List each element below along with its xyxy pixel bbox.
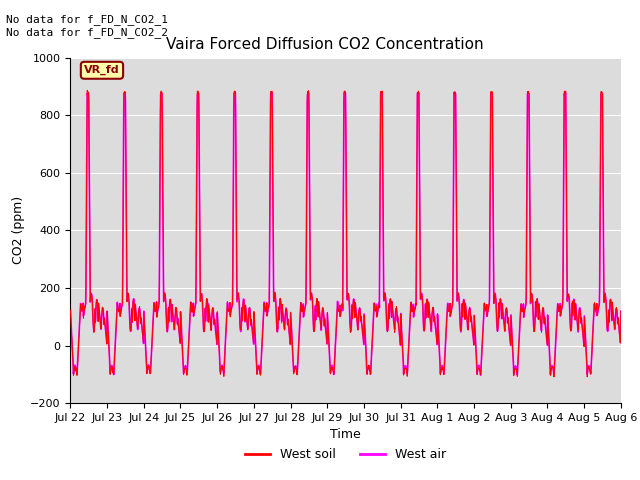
West air: [506, 335, 514, 341]
West soil: [584, 366, 592, 372]
West air: [617, 308, 625, 314]
West soil: [374, 309, 381, 315]
Line: West air: West air: [70, 92, 621, 375]
Text: No data for f_FD_N_CO2_1
No data for f_FD_N_CO2_2: No data for f_FD_N_CO2_1 No data for f_F…: [6, 14, 168, 38]
West air: [67, 307, 74, 313]
West air: [584, 365, 592, 371]
West soil: [550, 374, 558, 380]
West air: [477, 372, 484, 378]
West soil: [569, 312, 577, 317]
West air: [220, 370, 228, 375]
Line: West soil: West soil: [70, 90, 621, 377]
West soil: [67, 307, 74, 313]
West soil: [83, 87, 91, 93]
West air: [374, 311, 381, 317]
X-axis label: Time: Time: [330, 429, 361, 442]
Y-axis label: CO2 (ppm): CO2 (ppm): [12, 196, 24, 264]
West soil: [506, 331, 513, 337]
West soil: [617, 309, 625, 314]
Text: Vaira Forced Diffusion CO2 Concentration: Vaira Forced Diffusion CO2 Concentration: [166, 37, 483, 52]
West air: [362, 336, 369, 342]
Legend: West soil, West air: West soil, West air: [239, 443, 452, 466]
West air: [378, 89, 386, 95]
West soil: [362, 342, 369, 348]
West soil: [220, 366, 228, 372]
West air: [569, 313, 577, 319]
Text: VR_fd: VR_fd: [84, 65, 120, 75]
